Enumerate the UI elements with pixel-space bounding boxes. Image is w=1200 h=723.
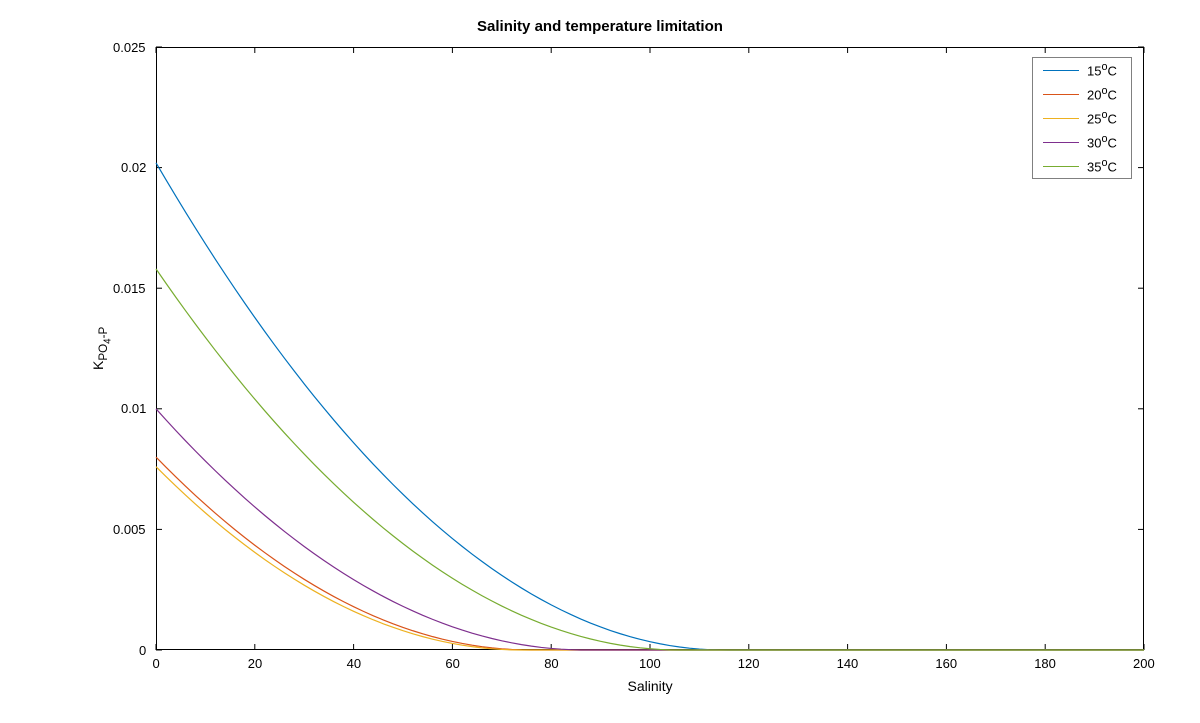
x-tick-label: 120: [738, 656, 760, 671]
series-svg: [0, 0, 1200, 723]
x-tick-label: 100: [639, 656, 661, 671]
x-tick-label: 0: [153, 656, 160, 671]
x-tick-label: 20: [248, 656, 262, 671]
y-tick-label: 0.015: [113, 281, 146, 296]
legend-swatch: [1043, 118, 1079, 119]
legend-label: 15oC: [1087, 61, 1131, 78]
x-tick-label: 140: [837, 656, 859, 671]
legend-item: 20oC: [1033, 82, 1131, 106]
series-line-4: [156, 269, 1144, 650]
series-line-1: [156, 457, 1144, 650]
x-tick-label: 160: [935, 656, 957, 671]
x-tick-label: 60: [445, 656, 459, 671]
legend-item: 30oC: [1033, 130, 1131, 154]
legend-label: 30oC: [1087, 133, 1131, 150]
x-tick-label: 40: [347, 656, 361, 671]
y-axis-label: KPO4-P: [90, 327, 113, 370]
series-line-3: [156, 409, 1144, 650]
legend-item: 25oC: [1033, 106, 1131, 130]
y-tick-label: 0.01: [121, 401, 146, 416]
x-axis-label: Salinity: [628, 678, 673, 694]
y-tick-label: 0: [139, 643, 146, 658]
legend: 15oC 20oC 25oC 30oC 35oC: [1032, 57, 1132, 179]
legend-swatch: [1043, 94, 1079, 95]
x-tick-label: 200: [1133, 656, 1155, 671]
legend-item: 15oC: [1033, 58, 1131, 82]
legend-swatch: [1043, 142, 1079, 143]
legend-label: 35oC: [1087, 157, 1131, 174]
y-tick-label: 0.005: [113, 522, 146, 537]
legend-label: 25oC: [1087, 109, 1131, 126]
series-line-0: [156, 163, 1144, 650]
legend-label: 20oC: [1087, 85, 1131, 102]
x-tick-label: 180: [1034, 656, 1056, 671]
x-tick-label: 80: [544, 656, 558, 671]
legend-swatch: [1043, 70, 1079, 71]
y-tick-label: 0.02: [121, 160, 146, 175]
legend-swatch: [1043, 166, 1079, 167]
legend-item: 35oC: [1033, 154, 1131, 178]
figure: Salinity and temperature limitation 0204…: [0, 0, 1200, 723]
series-line-2: [156, 467, 1144, 650]
y-tick-label: 0.025: [113, 40, 146, 55]
